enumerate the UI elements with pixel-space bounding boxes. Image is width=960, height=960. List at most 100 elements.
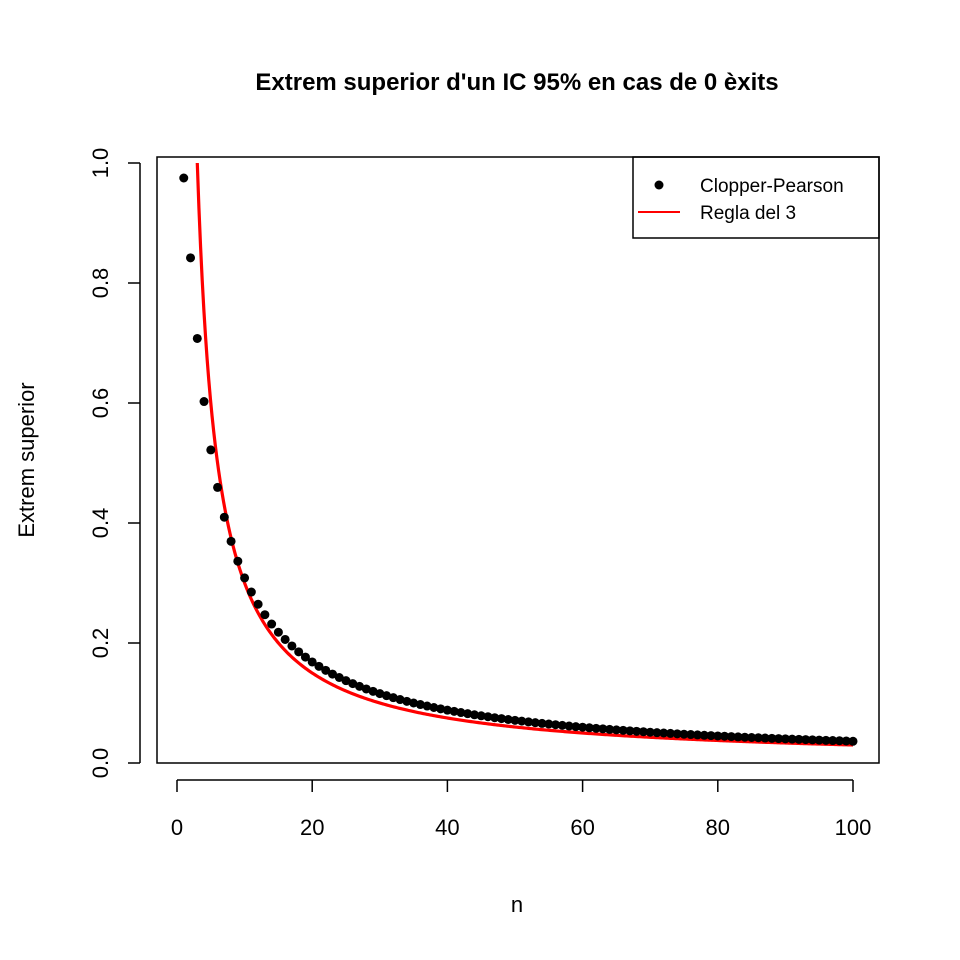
data-point-clopper-pearson: [253, 599, 263, 609]
data-point-clopper-pearson: [348, 679, 358, 689]
y-tick-label: 1.0: [88, 148, 113, 179]
data-point-clopper-pearson: [219, 512, 229, 522]
x-tick-label: 40: [435, 815, 459, 840]
series-line-regla-del-3: [195, 162, 854, 747]
y-axis: 0.0 0.2 0.4 0.6 0.8 1.0: [88, 148, 141, 779]
data-point-clopper-pearson: [300, 652, 310, 662]
data-point-clopper-pearson: [490, 713, 500, 723]
x-tick-label: 80: [706, 815, 730, 840]
data-point-clopper-pearson: [821, 735, 831, 745]
data-point-clopper-pearson: [753, 733, 763, 743]
data-point-clopper-pearson: [280, 634, 290, 644]
data-point-clopper-pearson: [233, 556, 243, 566]
data-point-clopper-pearson: [807, 735, 817, 745]
data-point-clopper-pearson: [517, 716, 527, 726]
data-point-clopper-pearson: [713, 731, 723, 741]
y-tick-label: 0.0: [88, 748, 113, 779]
data-point-clopper-pearson: [246, 587, 256, 597]
data-point-clopper-pearson: [395, 695, 405, 705]
data-point-clopper-pearson: [260, 610, 270, 620]
data-point-clopper-pearson: [456, 708, 466, 718]
data-point-clopper-pearson: [240, 573, 250, 583]
data-point-clopper-pearson: [409, 698, 419, 708]
data-point-clopper-pearson: [591, 723, 601, 733]
data-point-clopper-pearson: [618, 725, 628, 735]
data-point-clopper-pearson: [544, 719, 554, 729]
data-point-clopper-pearson: [179, 173, 189, 183]
data-point-clopper-pearson: [557, 720, 567, 730]
data-point-clopper-pearson: [537, 718, 547, 728]
data-point-clopper-pearson: [530, 718, 540, 728]
data-point-clopper-pearson: [841, 736, 851, 746]
data-point-clopper-pearson: [186, 253, 196, 263]
data-point-clopper-pearson: [388, 693, 398, 703]
data-point-clopper-pearson: [422, 701, 432, 711]
data-point-clopper-pearson: [638, 727, 648, 737]
data-point-clopper-pearson: [848, 736, 858, 746]
plot-frame: [156, 156, 880, 764]
data-point-clopper-pearson: [672, 729, 682, 739]
data-point-clopper-pearson: [375, 689, 385, 699]
data-point-clopper-pearson: [760, 733, 770, 743]
legend-marker-clopper-pearson: [654, 180, 664, 190]
x-tick-label: 0: [171, 815, 183, 840]
data-point-clopper-pearson: [699, 730, 709, 740]
data-point-clopper-pearson: [199, 397, 209, 407]
data-point-clopper-pearson: [226, 536, 236, 546]
data-point-clopper-pearson: [267, 619, 277, 629]
data-point-clopper-pearson: [442, 705, 452, 715]
data-point-clopper-pearson: [294, 647, 304, 657]
data-point-clopper-pearson: [571, 722, 581, 732]
x-tick-label: 60: [570, 815, 594, 840]
data-point-clopper-pearson: [463, 709, 473, 719]
legend: Clopper-Pearson Regla del 3: [632, 156, 880, 239]
data-point-clopper-pearson: [321, 665, 331, 675]
y-tick-label: 0.4: [88, 508, 113, 539]
data-point-clopper-pearson: [213, 482, 223, 492]
data-point-clopper-pearson: [469, 710, 479, 720]
data-point-clopper-pearson: [706, 731, 716, 741]
data-point-clopper-pearson: [368, 686, 378, 696]
data-point-clopper-pearson: [598, 724, 608, 734]
data-point-clopper-pearson: [382, 691, 392, 701]
data-point-clopper-pearson: [483, 712, 493, 722]
y-axis-label: Extrem superior: [14, 382, 39, 537]
data-point-clopper-pearson: [801, 735, 811, 745]
data-point-clopper-pearson: [496, 714, 506, 724]
data-point-clopper-pearson: [733, 732, 743, 742]
data-point-clopper-pearson: [659, 728, 669, 738]
data-point-clopper-pearson: [645, 727, 655, 737]
data-point-clopper-pearson: [584, 723, 594, 733]
data-point-clopper-pearson: [747, 733, 757, 742]
chart-title: Extrem superior d'un IC 95% en cas de 0 …: [255, 69, 778, 96]
data-point-clopper-pearson: [605, 724, 615, 734]
data-point-clopper-pearson: [578, 722, 588, 732]
x-axis: 0 20 40 60 80 100: [171, 779, 871, 840]
data-point-clopper-pearson: [415, 700, 425, 710]
data-point-clopper-pearson: [524, 717, 534, 727]
data-point-clopper-pearson: [693, 730, 703, 740]
data-point-clopper-pearson: [767, 733, 777, 743]
data-point-clopper-pearson: [814, 735, 824, 745]
data-point-clopper-pearson: [726, 732, 736, 742]
data-point-clopper-pearson: [206, 445, 216, 455]
data-point-clopper-pearson: [402, 696, 412, 706]
data-point-clopper-pearson: [341, 676, 351, 686]
data-point-clopper-pearson: [564, 721, 574, 731]
x-axis-label: n: [511, 892, 523, 917]
data-point-clopper-pearson: [740, 732, 750, 742]
x-tick-label: 20: [300, 815, 324, 840]
data-point-clopper-pearson: [720, 731, 730, 741]
data-point-clopper-pearson: [794, 734, 804, 744]
data-point-clopper-pearson: [632, 726, 642, 736]
data-point-clopper-pearson: [686, 730, 696, 740]
data-point-clopper-pearson: [551, 720, 561, 730]
data-point-clopper-pearson: [192, 333, 202, 343]
y-tick-label: 0.8: [88, 268, 113, 299]
data-point-clopper-pearson: [611, 725, 621, 735]
data-point-clopper-pearson: [625, 726, 635, 736]
data-point-clopper-pearson: [334, 673, 344, 682]
data-point-clopper-pearson: [355, 681, 365, 691]
data-point-clopper-pearson: [834, 736, 844, 746]
